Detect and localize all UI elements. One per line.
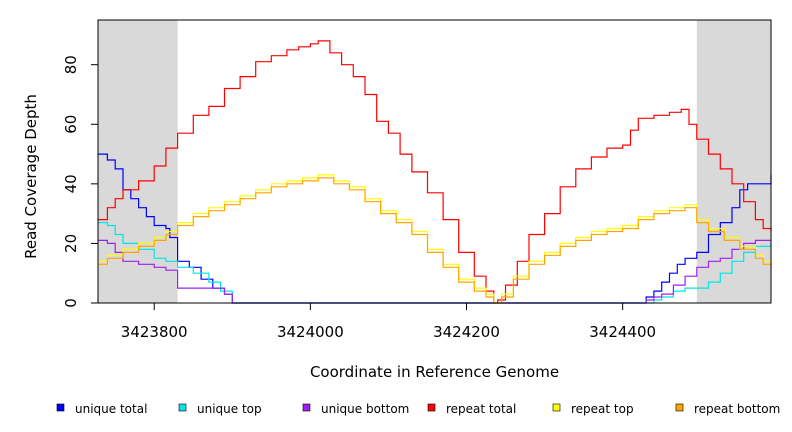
legend-label: unique bottom (321, 402, 409, 416)
x-tick-label: 3424400 (589, 323, 656, 341)
legend-swatch (178, 403, 187, 412)
legend-item-unique-total: unique total (56, 402, 147, 416)
legend-label: repeat total (446, 402, 516, 416)
x-axis-label: Coordinate in Reference Genome (310, 363, 559, 381)
y-tick-label: 0 (62, 298, 80, 308)
legend-swatch (427, 403, 436, 412)
y-tick-label: 20 (62, 234, 80, 253)
shaded-regions (98, 20, 771, 303)
legend-swatch (552, 403, 561, 412)
legend-item-unique-bottom: unique bottom (302, 402, 409, 416)
series-line-unique-top (98, 222, 772, 304)
legend-item-repeat-bottom: repeat bottom (675, 402, 780, 416)
plot-frame (97, 19, 772, 304)
series-line-repeat-bottom (98, 177, 772, 304)
legend-label: repeat bottom (694, 402, 780, 416)
x-axis: 3423800 3424000 3424200 3424400 (121, 303, 656, 341)
y-axis-label: Read Coverage Depth (22, 94, 40, 259)
y-tick-label: 40 (62, 174, 80, 193)
legend: unique total unique top unique bottom repea… (56, 402, 780, 416)
series-line-unique-total (98, 153, 772, 304)
legend-item-unique-top: unique top (178, 402, 262, 416)
x-tick-label: 3424200 (433, 323, 500, 341)
legend-swatch (302, 403, 311, 412)
x-tick-label: 3423800 (121, 323, 188, 341)
y-axis: 0 20 40 60 80 (62, 55, 98, 308)
legend-swatch (675, 403, 684, 412)
y-tick-label: 60 (62, 115, 80, 134)
legend-item-repeat-top: repeat top (552, 402, 634, 416)
series-line-repeat-total (98, 40, 772, 304)
series-line-repeat-top (98, 174, 772, 304)
legend-label: repeat top (571, 402, 634, 416)
legend-swatch (56, 403, 65, 412)
y-tick-label: 80 (62, 55, 80, 74)
series-lines (98, 40, 772, 304)
x-tick-label: 3424000 (277, 323, 344, 341)
legend-item-repeat-total: repeat total (427, 402, 516, 416)
legend-label: unique total (75, 402, 147, 416)
legend-label: unique top (197, 402, 262, 416)
shaded-region-2 (696, 20, 771, 303)
